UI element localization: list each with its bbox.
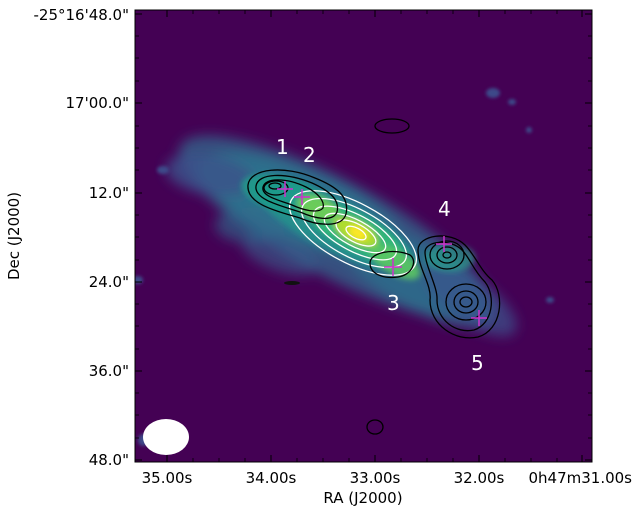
y-tick-label: 12.0" <box>89 184 129 202</box>
plot-frame <box>134 9 593 463</box>
y-tick-labels: -25°16'48.0" 17'00.0" 12.0" 24.0" 36.0" … <box>33 6 129 469</box>
y-tick-label: 48.0" <box>89 451 129 469</box>
x-tick-label: 34.00s <box>246 469 297 487</box>
x-tick-label: 33.00s <box>350 469 401 487</box>
x-tick-label: 0h47m31.00s <box>528 469 632 487</box>
marker-1 <box>277 181 293 197</box>
x-tick-label: 35.00s <box>142 469 193 487</box>
marker-5 <box>471 310 487 326</box>
source-label-1: 1 <box>276 135 289 159</box>
x-tick-label: 32.00s <box>454 469 505 487</box>
axis-ticks <box>135 10 592 462</box>
marker-3 <box>384 258 402 276</box>
source-label-2: 2 <box>303 143 316 167</box>
black-contours <box>247 118 501 435</box>
y-tick-label: -25°16'48.0" <box>33 6 129 24</box>
source-labels: 1 2 3 4 5 <box>276 135 484 375</box>
marker-4 <box>436 236 452 252</box>
marker-2 <box>294 189 310 205</box>
y-tick-label: 17'00.0" <box>65 94 129 112</box>
y-tick-label: 24.0" <box>89 273 129 291</box>
source-markers <box>277 181 487 326</box>
source-label-5: 5 <box>471 351 484 375</box>
y-tick-label: 36.0" <box>89 362 129 380</box>
x-tick-labels: 35.00s 34.00s 33.00s 32.00s 0h47m31.00s <box>142 469 633 487</box>
axis-minor-ticks <box>135 10 592 462</box>
source-label-3: 3 <box>387 291 400 315</box>
beam-ellipse <box>143 419 189 455</box>
x-axis-label: RA (J2000) <box>323 489 402 507</box>
image-panel: 1 2 3 4 5 <box>135 10 592 462</box>
source-label-4: 4 <box>438 197 451 221</box>
y-axis-label: Dec (J2000) <box>5 192 23 280</box>
